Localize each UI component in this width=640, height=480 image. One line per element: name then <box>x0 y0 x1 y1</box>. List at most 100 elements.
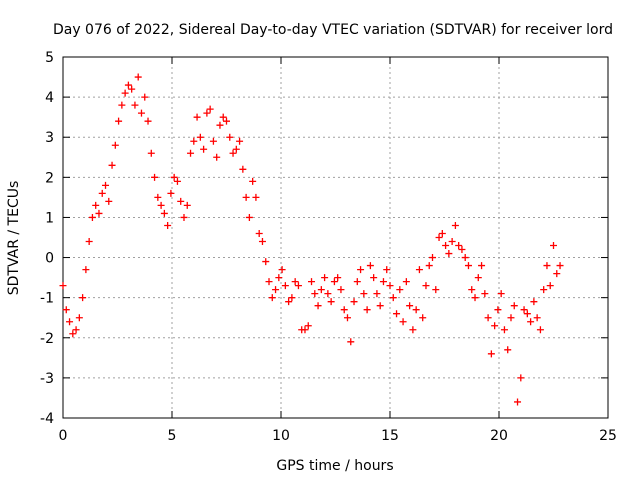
data-point <box>553 270 561 278</box>
data-point <box>386 282 394 290</box>
data-point <box>422 282 430 290</box>
data-point <box>510 302 518 310</box>
data-point <box>330 278 338 286</box>
data-point <box>151 173 159 181</box>
data-point <box>343 314 351 322</box>
data-point <box>409 326 417 334</box>
data-point <box>396 286 404 294</box>
data-point <box>245 213 253 221</box>
data-point <box>402 278 410 286</box>
data-point <box>373 290 381 298</box>
chart-title: Day 076 of 2022, Sidereal Day-to-day VTE… <box>53 22 613 38</box>
data-point <box>474 274 482 282</box>
y-tick-label: 4 <box>45 90 54 106</box>
data-point <box>183 201 191 209</box>
data-point <box>530 298 538 306</box>
data-point <box>79 294 87 302</box>
data-point <box>164 221 172 229</box>
data-point <box>255 229 263 237</box>
data-point <box>543 262 551 270</box>
data-point <box>121 89 129 97</box>
data-point <box>353 278 361 286</box>
plot-area-border <box>62 56 609 419</box>
data-point <box>213 153 221 161</box>
data-point <box>82 266 90 274</box>
data-point <box>504 346 512 354</box>
data-point <box>59 282 67 290</box>
data-point <box>108 161 116 169</box>
data-point <box>546 282 554 290</box>
data-point <box>389 294 397 302</box>
data-point <box>173 177 181 185</box>
data-point <box>75 314 83 322</box>
data-point <box>399 318 407 326</box>
data-point <box>357 266 365 274</box>
data-point <box>281 282 289 290</box>
data-point <box>445 250 453 258</box>
data-point <box>301 326 309 334</box>
data-point <box>527 318 535 326</box>
data-point <box>461 254 469 262</box>
x-tick-label: 15 <box>381 428 399 444</box>
data-point <box>550 242 557 250</box>
data-point <box>517 374 525 382</box>
y-tick-label: -1 <box>40 291 54 307</box>
data-point <box>285 298 293 306</box>
data-point <box>72 326 80 334</box>
y-axis-ticks: -4 -3 -2 -1 0 1 2 3 4 5 <box>40 50 608 427</box>
x-tick-label: 5 <box>168 428 177 444</box>
data-point <box>347 338 355 346</box>
data-point <box>379 278 387 286</box>
y-tick-label: 5 <box>45 50 54 66</box>
data-point <box>203 109 211 117</box>
data-point <box>468 286 476 294</box>
data-point <box>425 262 433 270</box>
data-point <box>491 322 499 330</box>
data-point <box>275 274 283 282</box>
data-point <box>154 193 162 201</box>
data-point <box>92 201 100 209</box>
data-point <box>265 278 273 286</box>
data-point <box>536 326 544 334</box>
y-tick-label: -3 <box>40 371 54 387</box>
data-point <box>219 113 227 121</box>
data-point <box>540 286 548 294</box>
data-point <box>229 149 237 157</box>
y-tick-label: -4 <box>40 411 54 427</box>
data-point <box>412 306 420 314</box>
data-point <box>141 93 149 101</box>
data-point <box>520 306 528 314</box>
data-point <box>249 177 257 185</box>
data-point <box>278 266 286 274</box>
data-point <box>252 193 260 201</box>
data-point <box>415 266 423 274</box>
data-point <box>144 117 152 125</box>
data-point <box>98 189 106 197</box>
data-point <box>334 274 342 282</box>
data-point <box>206 105 214 113</box>
data-point <box>370 274 378 282</box>
y-tick-label: 2 <box>45 170 54 186</box>
data-point <box>88 213 96 221</box>
data-point <box>304 322 312 330</box>
data-point <box>66 318 74 326</box>
data-point <box>487 350 495 358</box>
x-tick-label: 20 <box>490 428 508 444</box>
data-point <box>193 113 201 121</box>
data-point <box>160 209 168 217</box>
data-point <box>419 314 427 322</box>
data-point <box>288 294 296 302</box>
data-point <box>481 290 489 298</box>
data-point <box>216 121 224 129</box>
data-point <box>360 290 368 298</box>
data-point <box>268 294 276 302</box>
data-point <box>236 137 244 145</box>
data-point <box>464 262 472 270</box>
data-point <box>187 149 195 157</box>
data-point <box>556 262 564 270</box>
data-point <box>180 213 188 221</box>
data-point <box>455 242 463 250</box>
y-tick-label: -2 <box>40 331 54 347</box>
data-point <box>451 221 459 229</box>
